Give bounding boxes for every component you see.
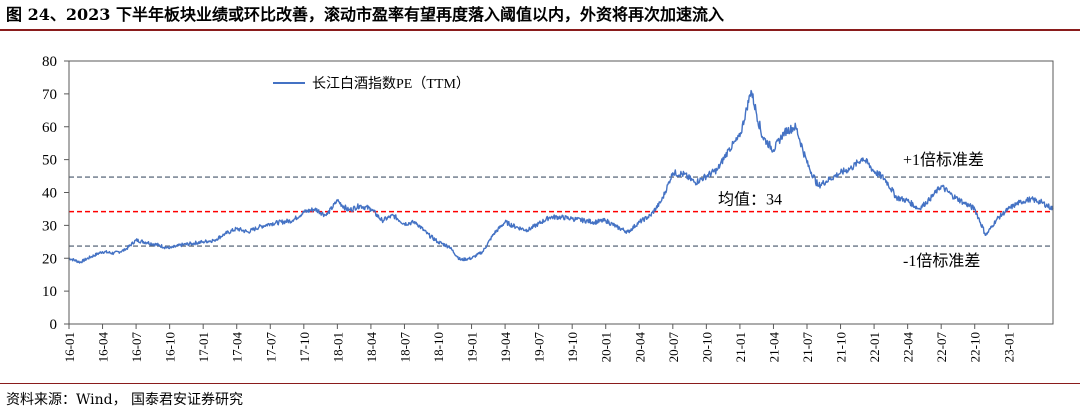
source-note: 资料来源：Wind， 国泰君安证券研究: [6, 392, 244, 408]
x-tick-label: 17-07: [263, 332, 278, 363]
reference-line-label: -1倍标准差: [903, 252, 980, 270]
x-tick-label: 16-07: [129, 332, 144, 363]
y-tick-label: 60: [42, 120, 57, 136]
x-tick-label: 17-04: [230, 332, 245, 363]
x-axis: 16-01 16-04 16-07 16-10 17-01 17-04 17-07 17-10…: [62, 324, 1016, 362]
x-tick-label: 16-04: [96, 332, 111, 363]
reference-line-label: +1倍标准差: [903, 151, 984, 169]
x-tick-label: 17-01: [196, 332, 211, 362]
x-tick-label: 20-04: [632, 332, 647, 363]
figure-title: 图 24、2023 下半年板块业绩或环比改善，滚动市盈率有望再度落入阈值以内，外…: [6, 5, 724, 24]
series-layer: [68, 89, 1054, 264]
y-tick-label: 0: [50, 317, 58, 333]
x-tick-label: 21-10: [834, 332, 849, 362]
x-tick-label: 22-07: [934, 332, 949, 363]
legend: 长江白酒指数PE（TTM）: [273, 76, 470, 92]
x-tick-label: 16-01: [62, 332, 77, 362]
y-axis: 0 10 20 30 40 50 60 70 80: [42, 54, 69, 333]
y-tick-label: 40: [42, 186, 57, 202]
x-tick-label: 18-04: [364, 332, 379, 363]
x-tick-label: 21-07: [800, 332, 815, 363]
y-tick-label: 10: [42, 284, 57, 300]
y-tick-label: 50: [42, 153, 57, 169]
x-tick-label: 19-01: [465, 332, 480, 362]
title-rule: [0, 29, 1080, 31]
y-tick-label: 30: [42, 218, 57, 234]
x-tick-label: 23-01: [1001, 332, 1016, 362]
x-tick-label: 19-07: [532, 332, 547, 363]
legend-label: 长江白酒指数PE（TTM）: [312, 76, 470, 92]
x-tick-label: 20-10: [699, 332, 714, 362]
plot-frame: [68, 60, 1054, 325]
x-tick-label: 16-10: [163, 332, 178, 362]
plot-border: [68, 60, 1054, 325]
x-tick-label: 20-01: [599, 332, 614, 362]
footer-rule: [0, 383, 1080, 384]
y-tick-label: 80: [42, 54, 57, 70]
y-tick-label: 20: [42, 251, 57, 267]
x-tick-label: 22-01: [867, 332, 882, 362]
y-tick-label: 70: [42, 87, 57, 103]
x-tick-label: 21-04: [766, 332, 781, 363]
x-tick-label: 17-10: [297, 332, 312, 362]
series-line: [68, 89, 1054, 264]
x-tick-label: 18-10: [431, 332, 446, 362]
x-tick-label: 18-01: [330, 332, 345, 362]
x-tick-label: 18-07: [397, 332, 412, 363]
x-tick-label: 22-04: [901, 332, 916, 363]
x-tick-label: 22-10: [968, 332, 983, 362]
x-tick-label: 20-07: [666, 332, 681, 363]
x-tick-label: 19-10: [565, 332, 580, 362]
x-tick-label: 21-01: [733, 332, 748, 362]
x-tick-label: 19-04: [498, 332, 513, 363]
reference-line-label: 均值：34: [718, 191, 782, 209]
